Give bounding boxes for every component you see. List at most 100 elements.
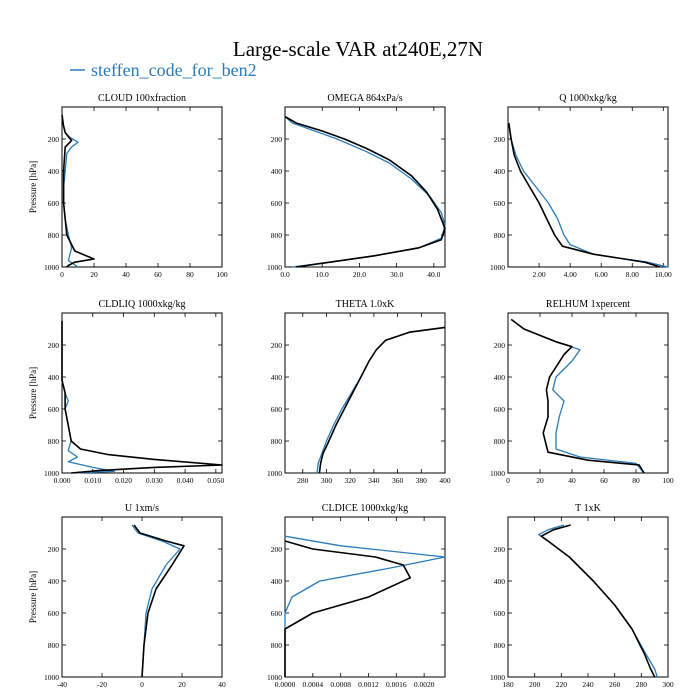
x-tick-label: 0.050 [207,476,224,485]
series-line-black [508,122,661,268]
y-tick-label: 800 [48,231,60,240]
panel: CLDLIQ 1000xkg/kg 0.000 0.010 0.020 0.030 0.0… [28,299,225,485]
series-line-blue [510,318,645,474]
panel: Q 1000xkg/kg 2.00 4.00 6.00 8.00 10.00 200 400 6… [490,93,672,279]
y-tick-label: 1000 [490,469,505,478]
y-tick-label: 600 [48,199,60,208]
y-tick-label: 800 [48,641,60,650]
y-tick-label: 1000 [490,673,505,682]
x-tick-label: 340 [368,476,380,485]
x-tick-label: 100 [662,476,674,485]
axes-frame [507,312,669,474]
x-tick-label: 240 [582,680,594,689]
panel: CLDICE 1000xkg/kg 0.0000 0.0004 0.0008 0.001… [267,503,446,689]
panel-title: RELHUM 1xpercent [546,299,630,310]
y-tick-label: 400 [494,577,506,586]
panel: THETA 1.0xK 280 300 320 340 360 380 400 200 400 60… [267,299,451,485]
y-tick-label: 600 [494,405,506,414]
x-tick-label: 0.0020 [414,680,435,689]
y-tick-label: 400 [48,167,60,176]
panel-title: CLOUD 100xfraction [98,93,186,104]
x-tick-label: 20 [536,476,544,485]
panel-title: T 1xK [575,503,601,514]
x-tick-label: 0.0004 [303,680,324,689]
y-tick-label: 400 [48,373,60,382]
axes-frame [284,516,446,678]
series-line-blue [284,116,446,268]
y-tick-label: 600 [271,199,283,208]
y-tick-label: 200 [271,135,283,144]
series-line-black [61,321,223,474]
y-tick-label: 200 [48,341,60,350]
x-tick-label: 40.0 [427,270,440,279]
x-tick-label: 60 [600,476,608,485]
x-tick-label: 180 [502,680,514,689]
y-tick-label: 1000 [267,263,282,272]
series-line-black [61,114,95,268]
x-tick-label: 20.0 [353,270,366,279]
series-line-blue [131,524,181,678]
panel: T 1xK 180 200 220 240 260 280 300 200 400 600 800 10… [490,503,674,689]
x-tick-label: 0 [60,270,64,279]
x-tick-label: 80 [186,270,194,279]
x-tick-label: 0.0 [280,270,290,279]
x-tick-label: 380 [416,476,428,485]
x-tick-label: 100 [216,270,228,279]
y-tick-label: 1000 [44,673,59,682]
panel-title: THETA 1.0xK [336,299,395,310]
y-tick-label: 600 [48,405,60,414]
x-tick-label: 8.00 [626,270,639,279]
series-line-black [284,540,412,677]
panel-title: CLDICE 1000xkg/kg [322,503,408,514]
panel: U 1xm/s -40 -20 0 20 40 200 400 600 800 1000 Pressu… [28,503,226,689]
axes-frame [284,312,446,474]
y-axis-label: Pressure [hPa] [28,571,38,623]
x-tick-label: 0.0016 [386,680,407,689]
x-tick-label: 40 [218,680,226,689]
x-tick-label: 60 [154,270,162,279]
axes-frame [507,106,669,268]
x-tick-label: 2.00 [533,270,546,279]
y-tick-label: 1000 [267,469,282,478]
y-tick-label: 400 [48,577,60,586]
x-tick-label: 0.0000 [275,680,296,689]
y-tick-label: 600 [271,405,283,414]
x-tick-label: 20 [178,680,186,689]
y-tick-label: 800 [271,231,283,240]
series-line-black [318,326,446,474]
x-tick-label: 360 [392,476,404,485]
x-tick-label: 0.0008 [330,680,351,689]
x-tick-label: 280 [636,680,648,689]
x-tick-label: 400 [439,476,451,485]
series-line-blue [316,326,446,474]
legend: steffen_code_for_ben2 [70,60,257,80]
x-tick-label: 10.0 [316,270,329,279]
y-tick-label: 400 [494,167,506,176]
panel-title: CLDLIQ 1000xkg/kg [99,299,186,310]
x-tick-label: 4.00 [564,270,577,279]
x-tick-label: 30.0 [390,270,403,279]
y-axis-label: Pressure [hPa] [28,367,38,419]
y-tick-label: 400 [271,167,283,176]
y-tick-label: 1000 [267,673,282,682]
x-tick-label: 0.010 [84,476,101,485]
axes-frame [61,516,223,678]
panel-title: Q 1000xkg/kg [559,93,617,104]
x-tick-label: 20 [90,270,98,279]
y-tick-label: 600 [494,199,506,208]
y-tick-label: 800 [271,437,283,446]
y-tick-label: 400 [271,373,283,382]
y-tick-label: 600 [48,609,60,618]
y-tick-label: 200 [494,545,506,554]
x-tick-label: 320 [345,476,357,485]
x-tick-label: 0 [140,680,144,689]
x-tick-label: 0.0012 [358,680,379,689]
axes-frame [61,106,223,268]
x-tick-label: 10.00 [655,270,672,279]
series-line-black [284,115,446,268]
series-line-blue [284,535,446,677]
x-tick-label: 300 [662,680,674,689]
y-axis-label: Pressure [hPa] [28,161,38,213]
series-line-black [133,524,185,678]
y-tick-label: 800 [271,641,283,650]
